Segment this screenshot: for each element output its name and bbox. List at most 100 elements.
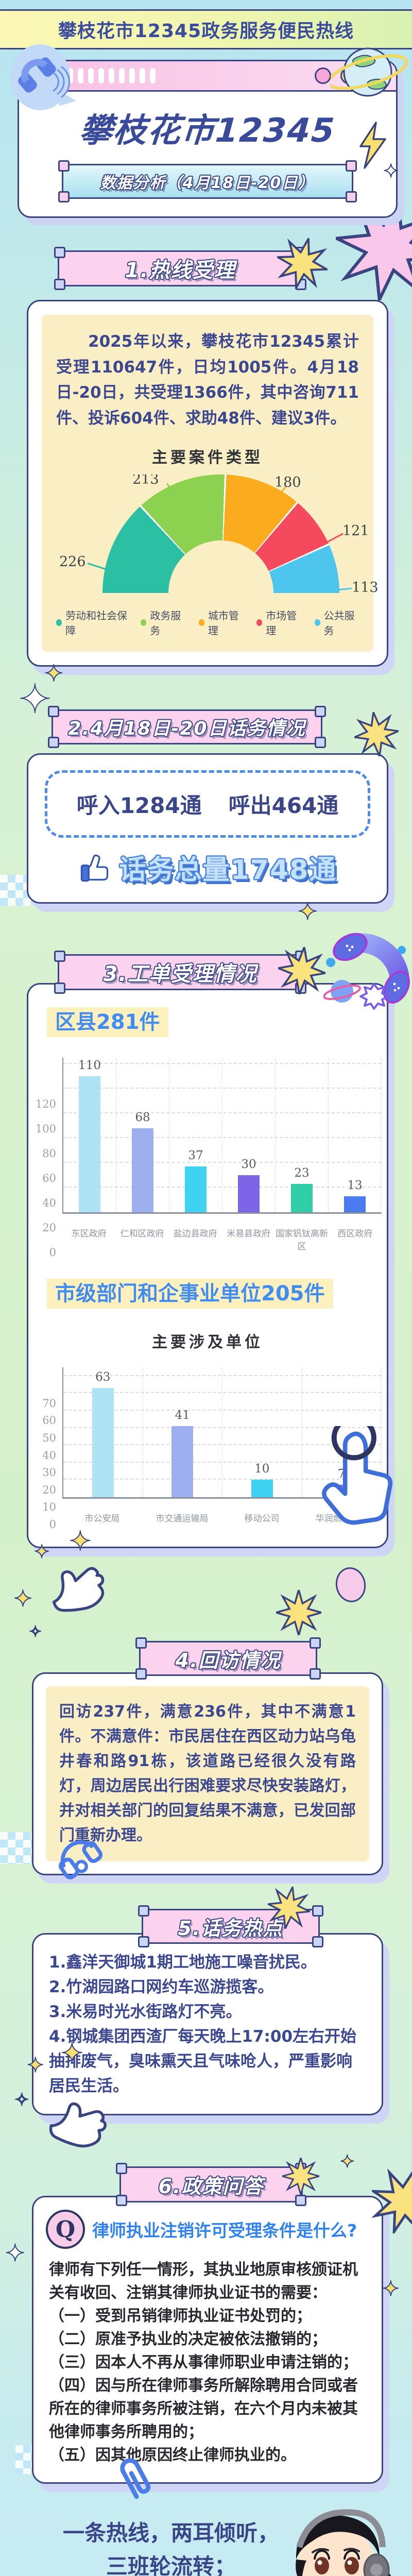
section3-banner-text: 3.工单受理情况: [103, 962, 258, 986]
subtitle-banner: 数据分析（4月18日-20日）: [58, 160, 357, 202]
city-total-title: 市级部门和企事业单位205件: [47, 1279, 333, 1309]
pink-oval-decoration: [333, 1565, 369, 1605]
sparkle-icon: ✦: [33, 1541, 50, 1563]
section4-banner: 4.回访情况: [135, 1637, 321, 1680]
follow-up-paragraph: 回访237件，满意236件，其中不满意1件。不满意件：市民居住在西区动力站乌龟井…: [59, 1703, 356, 1844]
telephone-handset-decoration: [323, 933, 410, 1010]
yellow-star-decoration: [354, 712, 399, 756]
hot-topic-item: 2.竹湖园路口网约车巡游揽客。: [49, 1978, 274, 1997]
yellow-star-decoration: [268, 1887, 310, 1929]
hot-topic-item: 1.鑫洋天御城1期工地施工噪音扰民。: [49, 1953, 317, 1972]
sparkle-icon: ✦: [18, 675, 52, 722]
legend-item: 公共服务: [314, 607, 359, 637]
call-in-count: 呼入1284通: [76, 793, 202, 818]
section3-banner: 3.工单受理情况: [54, 951, 306, 994]
answer-item: （二）原准予执业的决定被依法撤销的；: [49, 2330, 327, 2348]
planet-icon: [331, 47, 408, 97]
gauge-label: 121: [342, 523, 369, 539]
legend-item: 市场管理: [256, 607, 301, 637]
answer-text: 律师有下列任一情形，其执业地原审核颁证机关有收回、注销其律师执业证书的需要： （…: [33, 2249, 382, 2482]
county-bar-chart: 0 20 40 60 80 100 120 110 68 37 30 23 13 东区政府 仁和区政府盐…: [33, 1058, 382, 1259]
window-button-pink: [315, 67, 331, 84]
section5-banner-text: 5.话务热点: [178, 1917, 284, 1940]
gauge-label: 213: [132, 474, 159, 488]
units-chart-title: 主要涉及单位: [152, 1333, 263, 1351]
policy-qa-card: Q 律师执业注销许可受理条件是什么? 律师有下列任一情形，其执业地原审核颁证机关…: [32, 2196, 383, 2484]
pink-star-decoration: [336, 195, 412, 300]
sparkle-icon: ✦: [44, 660, 64, 687]
sparkle-icon: ✦: [382, 2277, 400, 2301]
call-counts-box: 呼入1284通 呼出464通: [45, 770, 370, 838]
follow-up-card: 回访237件，满意236件，其中不满意1件。不满意件：市民居住在西区动力站乌龟井…: [32, 1672, 383, 1875]
sparkle-icon: ✦: [13, 1585, 33, 1613]
yellow-star-decoration: [372, 2169, 412, 2233]
cursor-hand-icon: [322, 1426, 393, 1525]
yellow-star-decoration: [276, 1590, 321, 1635]
section6-banner-text: 6.政策问答: [158, 2175, 264, 2198]
hotline-card: 2025年以来，攀枝花市12345累计受理110647件，日均1005件。4月1…: [27, 300, 388, 667]
page-title: 攀枝花市12345政务服务便民热线: [58, 21, 354, 42]
pointing-hand-decoration: [49, 2102, 107, 2148]
total-calls-text: 话务总量1748通: [119, 855, 337, 886]
operator-mascot: [296, 2509, 391, 2576]
sparkle-icon: ✦: [383, 160, 399, 182]
question-badge: Q: [46, 2210, 85, 2249]
sparkle-icon: ✧: [14, 2089, 29, 2111]
hot-topic-item: 3.米易时光水街路灯不亮。: [49, 2003, 242, 2022]
hot-topic-item: 4.钢城集团西渣厂每天晚上17:00左右开始抽排废气，臭味熏天且气味呛人，严重影…: [49, 2027, 357, 2096]
yellow-star-decoration: [278, 947, 325, 994]
case-type-chart-title: 主要案件类型: [152, 449, 263, 467]
lightning-icon: [359, 122, 386, 169]
county-total-title: 区县281件: [47, 1007, 168, 1037]
hotline-stats-paragraph: 2025年以来，攀枝花市12345累计受理110647件，日均1005件。4月1…: [56, 332, 359, 428]
yellow-star-decoration: [277, 238, 328, 289]
work-orders-card: 区县281件 0 20 40 60 80 100 120 110 68 37 30 23 13 东区政…: [27, 983, 388, 1548]
footer-line-1: 一条热线，两耳倾听， 三班轮流转；: [62, 2520, 279, 2576]
hotline-stats-box: 2025年以来，攀枝花市12345累计受理110647件，日均1005件。4月1…: [42, 315, 379, 652]
section5-banner: 5.话务热点: [138, 1905, 323, 1947]
sparkle-icon: ✧: [28, 1622, 42, 1641]
hot-topics-card: 1.鑫洋天御城1期工地施工噪音扰民。 2.竹湖园路口网约车巡游揽客。 3.米易时…: [32, 1933, 383, 2116]
phone-receiver-icon: [59, 1840, 103, 1879]
call-out-count: 呼出464通: [228, 793, 339, 818]
paperclip-icon: [120, 2458, 151, 2499]
sparkle-icon: ✦: [68, 1526, 92, 1557]
section4-banner-text: 4.回访情况: [175, 1649, 281, 1672]
follow-up-box: 回访237件，满意236件，其中不满意1件。不满意件：市民居住在西区动力站乌龟井…: [46, 1686, 369, 1861]
call-volume-card: 呼入1284通 呼出464通 话务总量1748通: [27, 753, 388, 904]
header-band: 攀枝花市12345政务服务便民热线: [0, 9, 412, 49]
section2-banner-text: 2.4月18日-20日话务情况: [68, 718, 306, 739]
sparkle-icon: ✦: [339, 2151, 355, 2173]
subtitle-text: 数据分析（4月18日-20日）: [100, 174, 315, 192]
case-type-legend: 劳动和社会保障 政务服务 城市管理 市场管理 公共服务: [56, 607, 359, 637]
gauge-label: 180: [274, 474, 301, 491]
sparkle-icon: ✦: [60, 2038, 84, 2070]
legend-item: 政务服务: [141, 607, 185, 637]
gauge-label: 113: [352, 580, 379, 596]
section1-banner: 1.热线受理: [54, 247, 306, 290]
titlebar-slots: [67, 68, 156, 83]
section1-banner-text: 1.热线受理: [125, 259, 236, 282]
yellow-star-decoration: [282, 2158, 319, 2195]
answer-intro: 律师有下列任一情形，其执业地原审核颁证机关有收回、注销其律师执业证书的需要：: [49, 2261, 358, 2302]
question-text: 律师执业注销许可受理条件是什么?: [92, 2221, 357, 2241]
gauge-label: 226: [59, 554, 86, 570]
sparkle-icon: ✦: [5, 2239, 26, 2267]
section2-banner: 2.4月18日-20日话务情况: [48, 706, 326, 748]
answer-item: （四）因与所在律师事务所解除聘用合同或者所在的律师事务所被注销，在六个月内未被其…: [49, 2377, 358, 2441]
pointing-hand-decoration: [52, 1567, 105, 1612]
answer-item: （三）因本人不再从事律师职业申请注销的；: [49, 2353, 358, 2371]
legend-item: 劳动和社会保障: [56, 607, 127, 637]
answer-item: （一）受到吊销律师执业证书处罚的；: [49, 2307, 312, 2325]
answer-item: （五）因其他原因终止律师执业的。: [49, 2446, 296, 2464]
hot-topics-list: 1.鑫洋天御城1期工地施工噪音扰民。 2.竹湖园路口网约车巡游揽客。 3.米易时…: [33, 1935, 382, 2114]
thumbs-up-icon: [80, 854, 108, 882]
sparkle-icon: ✦: [26, 2053, 44, 2078]
section6-banner: 6.政策问答: [116, 2163, 306, 2206]
phone-bubble-icon: [10, 44, 76, 110]
case-type-gauge-chart: 213 180 121 226 113: [56, 474, 386, 599]
legend-item: 城市管理: [198, 607, 243, 637]
sparkle-icon: ✦: [297, 897, 318, 926]
